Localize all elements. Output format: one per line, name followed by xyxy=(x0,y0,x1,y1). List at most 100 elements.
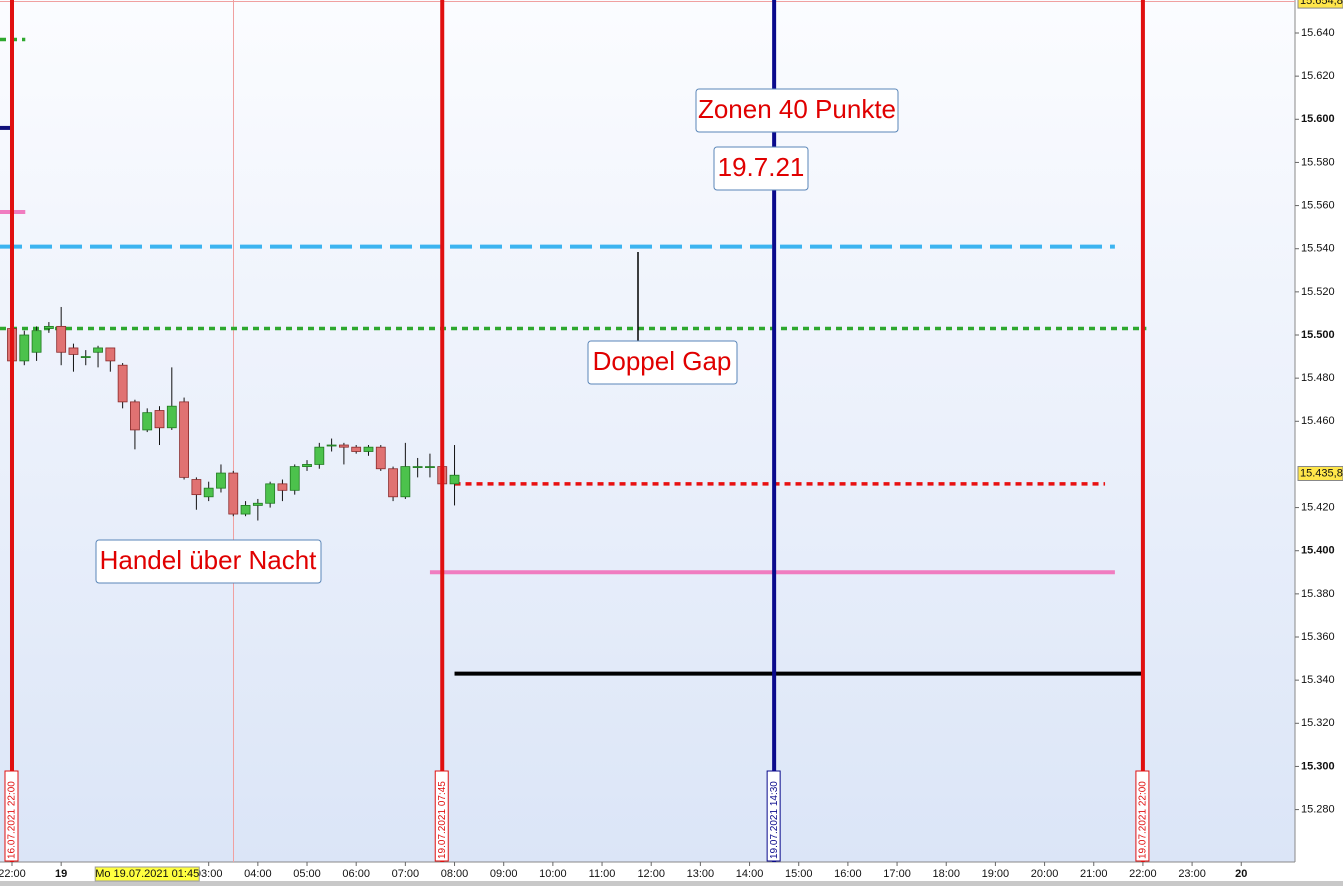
candle-body xyxy=(265,483,276,504)
y-tick-label: 15.400 xyxy=(1301,545,1335,557)
y-tick-label: 15.620 xyxy=(1301,70,1335,82)
y-tick-label: 15.600 xyxy=(1301,113,1335,125)
x-tick-label: 05:00 xyxy=(293,868,321,880)
price-marker-box xyxy=(1297,465,1343,481)
x-tick-label: 07:00 xyxy=(392,868,420,880)
candle-body xyxy=(93,347,103,353)
scrollbar xyxy=(0,881,1343,886)
vertical-line-label-box xyxy=(766,770,781,862)
y-tick-label: 15.480 xyxy=(1301,372,1335,384)
candle-body xyxy=(351,446,362,452)
candle-body xyxy=(43,325,54,329)
x-tick-label: 06:00 xyxy=(342,868,370,880)
y-tick-label: 15.560 xyxy=(1301,199,1335,211)
vertical-line-label-box xyxy=(4,770,19,862)
candle-body xyxy=(363,446,374,452)
candle-body xyxy=(203,487,214,498)
candle-body xyxy=(179,401,189,478)
candle-body xyxy=(240,505,251,515)
candle-body xyxy=(289,466,300,491)
candle-body xyxy=(252,502,263,506)
candle-body xyxy=(56,325,67,353)
candle-body xyxy=(105,347,116,362)
candle-body xyxy=(388,468,398,498)
candle-body xyxy=(314,446,325,465)
y-tick-label: 15.500 xyxy=(1301,329,1335,341)
price-marker-label: 15.435,8 xyxy=(1300,467,1343,479)
y-tick-label: 15.640 xyxy=(1301,27,1335,39)
candle-body xyxy=(425,466,435,468)
cursor-label-box xyxy=(94,866,200,882)
annotation-box xyxy=(587,340,738,385)
annotation-text: Handel über Nacht xyxy=(100,545,318,575)
candle-body xyxy=(375,446,386,470)
vertical-line-label: 16.07.2021 22:00 xyxy=(4,770,19,862)
x-tick-label: 04:00 xyxy=(244,868,272,880)
x-tick-label: 08:00 xyxy=(441,868,469,880)
annotation-box xyxy=(695,88,899,133)
x-tick-label: 21:00 xyxy=(1080,868,1108,880)
vertical-line-label-box xyxy=(1135,770,1150,862)
candle-body xyxy=(68,347,79,355)
candle-body xyxy=(154,410,165,429)
y-tick-label: 15.520 xyxy=(1301,286,1335,298)
x-tick-label: 18:00 xyxy=(932,868,960,880)
candle-body xyxy=(216,472,226,489)
y-tick-label: 15.340 xyxy=(1301,674,1335,686)
x-tick-label: 23:00 xyxy=(1178,868,1206,880)
vertical-line-label: 19.07.2021 07:45 xyxy=(434,770,449,862)
x-tick-label: 09:00 xyxy=(490,868,518,880)
candle-body xyxy=(412,466,423,468)
candle-body xyxy=(117,364,128,403)
x-tick-label: 19:00 xyxy=(982,868,1010,880)
plot-background xyxy=(0,0,1295,862)
vertical-line-label-text: 19.07.2021 07:45 xyxy=(437,781,448,859)
annotation-box xyxy=(95,539,322,584)
annotation-text: 19.7.21 xyxy=(718,152,805,182)
candle-body xyxy=(277,483,288,491)
candle-body xyxy=(31,330,42,353)
candle-body xyxy=(449,474,460,485)
vertical-line-label-text: 19.07.2021 22:00 xyxy=(1138,781,1149,859)
top-marker-box xyxy=(1297,0,1343,9)
x-tick-label: 15:00 xyxy=(785,868,813,880)
annotation-box xyxy=(713,146,809,191)
candle-body xyxy=(338,444,349,448)
x-tick-label: 20:00 xyxy=(1031,868,1059,880)
y-tick-label: 15.540 xyxy=(1301,243,1335,255)
annotation-text: Zonen 40 Punkte xyxy=(698,94,896,124)
candle-body xyxy=(228,472,239,515)
candle-body xyxy=(326,444,337,447)
marks: 16.07.2021 22:00 19.07.2021 07:45 19.07.20… xyxy=(0,0,1150,862)
x-tick-label: 13:00 xyxy=(687,868,715,880)
candle-body xyxy=(400,466,411,498)
candle-body xyxy=(166,405,177,429)
vertical-line-label: 19.07.2021 22:00 xyxy=(1135,770,1150,862)
x-tick-label: 16:00 xyxy=(834,868,862,880)
x-tick-label: 03:00 xyxy=(195,868,223,880)
y-tick-label: 15.580 xyxy=(1301,156,1335,168)
vertical-line-label-text: 19.07.2021 14:30 xyxy=(769,781,780,859)
y-tick-label: 15.380 xyxy=(1301,588,1335,600)
x-tick-label: 17:00 xyxy=(883,868,911,880)
x-tick-label: 22:00 xyxy=(1129,868,1157,880)
x-tick-label: 12:00 xyxy=(637,868,665,880)
y-tick-label: 15.420 xyxy=(1301,501,1335,513)
vertical-line-label-text: 16.07.2021 22:00 xyxy=(7,781,18,859)
vertical-line-label-box xyxy=(434,770,449,862)
y-axis-panel xyxy=(1295,0,1343,886)
candle-body xyxy=(130,401,140,431)
x-tick-label: 22:00 xyxy=(0,868,26,880)
y-tick-label: 15.320 xyxy=(1301,717,1335,729)
x-tick-label: 19 xyxy=(55,868,67,880)
y-tick-label: 15.460 xyxy=(1301,415,1335,427)
candle-body xyxy=(302,464,312,467)
annotation: Zonen 40 Punkte 19.7.21 Doppel Gap Hande… xyxy=(95,88,899,584)
top-marker-label: 15.654,8 xyxy=(1300,0,1343,7)
annotation-text: Doppel Gap xyxy=(593,346,732,376)
candle-body xyxy=(19,334,30,362)
x-tick-label: 20 xyxy=(1235,868,1247,880)
candle-body xyxy=(80,356,91,358)
candle-body xyxy=(191,479,202,496)
